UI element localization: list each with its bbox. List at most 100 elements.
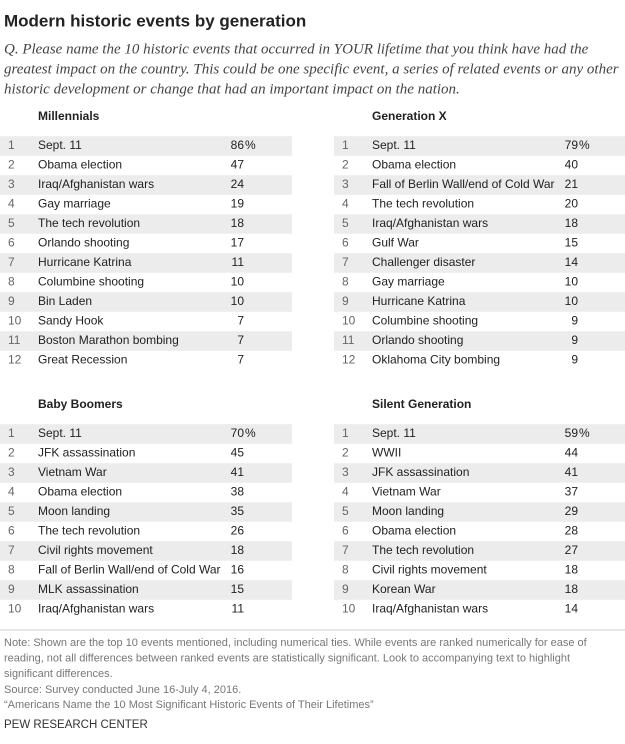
value: 29 (565, 504, 579, 518)
rank: 2 (8, 158, 15, 172)
rank: 8 (342, 563, 349, 577)
event: Challenger disaster (372, 255, 475, 269)
event: Iraq/Afghanistan wars (38, 602, 154, 616)
table-heading: Generation X (372, 109, 447, 123)
value: 18 (231, 543, 245, 557)
value: 14 (565, 602, 579, 616)
row-shade (0, 541, 292, 561)
value: 16 (231, 563, 245, 577)
question-line: Q. Please name the 10 historic events th… (4, 41, 589, 57)
rank: 2 (342, 446, 349, 460)
value: 11 (232, 602, 245, 616)
event: JFK assassination (38, 446, 135, 460)
rank: 9 (8, 294, 15, 308)
event: Iraq/Afghanistan wars (372, 602, 488, 616)
rank: 10 (342, 314, 356, 328)
value: 35 (231, 504, 245, 518)
event: Columbine shooting (372, 314, 478, 328)
row-shade (0, 463, 292, 483)
rank: 4 (342, 197, 349, 211)
value: 40 (565, 158, 579, 172)
percent-sign: % (245, 426, 256, 440)
value: 41 (565, 465, 579, 479)
event: The tech revolution (372, 197, 474, 211)
event: The tech revolution (38, 524, 140, 538)
row-shade (334, 424, 625, 444)
row-shade (0, 175, 292, 195)
rank: 10 (8, 314, 22, 328)
rank: 10 (8, 602, 22, 616)
rank: 7 (342, 255, 349, 269)
value: 18 (565, 582, 579, 596)
rank: 6 (342, 236, 349, 250)
rank: 5 (8, 216, 15, 230)
value: 18 (565, 563, 579, 577)
note-line: significant differences. (4, 668, 113, 680)
event: Fall of Berlin Wall/end of Cold War (372, 177, 555, 191)
rank: 5 (342, 216, 349, 230)
rank: 8 (342, 275, 349, 289)
rank: 9 (342, 294, 349, 308)
table-heading: Silent Generation (372, 397, 471, 411)
rank: 1 (342, 426, 349, 440)
event: Hurricane Katrina (372, 294, 466, 308)
event: Oklahoma City bombing (372, 353, 500, 367)
rank: 7 (8, 255, 15, 269)
footer: PEW RESEARCH CENTER (4, 719, 148, 731)
event: MLK assassination (38, 582, 139, 596)
value: 70 (231, 426, 245, 440)
value: 9 (571, 333, 578, 347)
rank: 4 (342, 485, 349, 499)
value: 38 (231, 485, 245, 499)
rank: 4 (8, 485, 15, 499)
event: Sept. 11 (38, 426, 82, 440)
rank: 1 (342, 138, 349, 152)
event: Boston Marathon bombing (38, 333, 179, 347)
event: Great Recession (38, 353, 127, 367)
row-shade (334, 136, 625, 156)
row-shade (0, 136, 292, 156)
value: 28 (565, 524, 579, 538)
row-shade (334, 253, 625, 273)
row-shade (0, 292, 292, 312)
rank: 5 (342, 504, 349, 518)
event: Fall of Berlin Wall/end of Cold War (38, 563, 221, 577)
value: 15 (565, 236, 579, 250)
event: Sept. 11 (372, 426, 416, 440)
event: Civil rights movement (38, 543, 153, 557)
value: 26 (231, 524, 245, 538)
table-heading: Millennials (38, 109, 100, 123)
value: 59 (565, 426, 579, 440)
table-heading: Baby Boomers (38, 397, 123, 411)
event: Gay marriage (372, 275, 445, 289)
row-shade (334, 502, 625, 522)
event: Orlando shooting (372, 333, 463, 347)
rank: 4 (8, 197, 15, 211)
value: 86 (231, 138, 245, 152)
rank: 9 (8, 582, 15, 596)
rank: 1 (8, 138, 15, 152)
rank: 7 (342, 543, 349, 557)
report: “Americans Name the 10 Most Significant … (4, 699, 374, 711)
row-shade (334, 175, 625, 195)
value: 45 (231, 446, 245, 460)
row-shade (334, 331, 625, 351)
value: 10 (231, 294, 245, 308)
value: 14 (565, 255, 579, 269)
row-shade (0, 253, 292, 273)
event: JFK assassination (372, 465, 469, 479)
rank: 12 (8, 353, 22, 367)
value: 24 (231, 177, 245, 191)
event: The tech revolution (372, 543, 474, 557)
rank: 11 (8, 333, 21, 347)
rank: 8 (8, 275, 15, 289)
event: Sandy Hook (38, 314, 104, 328)
percent-sign: % (579, 426, 590, 440)
value: 7 (237, 314, 244, 328)
event: Vietnam War (38, 465, 107, 479)
rank: 5 (8, 504, 15, 518)
percent-sign: % (579, 138, 590, 152)
event: Orlando shooting (38, 236, 129, 250)
row-shade (0, 502, 292, 522)
